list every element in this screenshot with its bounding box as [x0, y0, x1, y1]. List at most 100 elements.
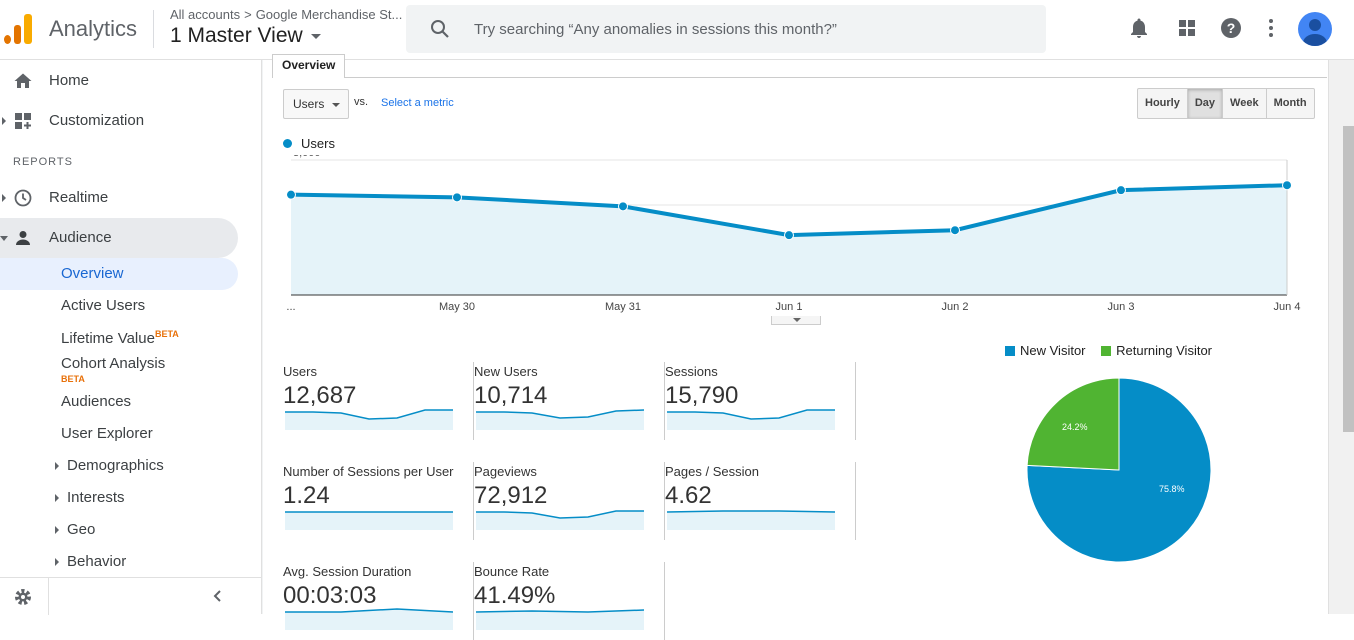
expand-arrow-icon[interactable]: [2, 194, 6, 202]
stat-value: 10,714: [474, 382, 548, 409]
legend-returning-visitor: Returning Visitor: [1116, 343, 1213, 358]
search-placeholder[interactable]: Try searching “Any anomalies in sessions…: [474, 21, 837, 38]
x-tick-label: Jun 2: [942, 301, 969, 313]
home-icon: [14, 73, 32, 88]
stat-new-users: New Users 10,714: [474, 362, 665, 440]
x-tick-label: May 31: [605, 301, 641, 313]
stat-avg-session-duration: Avg. Session Duration 00:03:03: [283, 562, 474, 640]
app-name: Analytics: [49, 16, 138, 41]
stat-sessions-per-user: Number of Sessions per User 1.24: [283, 462, 474, 540]
expand-arrow-icon[interactable]: [55, 526, 59, 534]
sidebar-item-geo[interactable]: Geo: [0, 514, 238, 546]
sidebar-item-cohort-analysis[interactable]: Cohort Analysis BETA: [0, 350, 238, 384]
granularity-hourly-button[interactable]: Hourly: [1138, 89, 1188, 118]
sidebar-item-lifetime-value[interactable]: Lifetime ValueBETA: [0, 322, 238, 354]
stat-users: Users 12,687: [283, 362, 474, 440]
chart-expander-icon[interactable]: [771, 316, 821, 325]
sidebar-item-customization[interactable]: Customization: [0, 101, 238, 141]
x-tick-label: Jun 1: [776, 301, 803, 313]
data-point[interactable]: [618, 201, 628, 212]
expand-arrow-icon[interactable]: [2, 117, 6, 125]
stat-label: Sessions: [665, 364, 718, 379]
stat-value: 4.62: [665, 482, 712, 509]
granularity-week-button[interactable]: Week: [1223, 89, 1267, 118]
clock-icon: [14, 189, 32, 207]
caret-down-icon[interactable]: [332, 103, 340, 107]
y-tick-label: 3,000: [293, 155, 321, 159]
search-icon: [431, 20, 449, 38]
legend-swatch-new-visitor: [1005, 346, 1015, 356]
pie-label-returning-visitor: 24.2%: [1062, 422, 1088, 432]
search-bar[interactable]: Try searching “Any anomalies in sessions…: [406, 5, 1046, 53]
stat-label: Number of Sessions per User: [283, 464, 454, 479]
top-header: Analytics All accounts > Google Merchandis…: [0, 0, 1354, 60]
sidebar-item-label: Audience: [49, 229, 112, 246]
data-point[interactable]: [950, 225, 960, 236]
main-content: Overview Users vs. Select a metric Hourl…: [262, 54, 1354, 640]
sparkline: [667, 409, 835, 430]
sidebar-item-behavior[interactable]: Behavior: [0, 546, 238, 578]
pie-slice-returning-visitor[interactable]: [1026, 377, 1120, 471]
expand-arrow-icon[interactable]: [55, 494, 59, 502]
view-name[interactable]: 1 Master View: [170, 24, 303, 47]
granularity-month-button[interactable]: Month: [1273, 97, 1307, 109]
analytics-logo-icon[interactable]: [4, 14, 32, 44]
sidebar-footer: [0, 577, 262, 615]
breadcrumb[interactable]: All accounts > Google Merchandise St...: [170, 7, 402, 22]
collapse-arrow-icon[interactable]: [0, 236, 8, 241]
stat-value: 41.49%: [474, 582, 556, 609]
sidebar-item-user-explorer[interactable]: User Explorer: [0, 418, 238, 450]
data-point[interactable]: [784, 230, 794, 241]
dashboard-grid-icon: [15, 113, 31, 129]
data-point[interactable]: [1282, 180, 1292, 191]
sidebar-item-active-users[interactable]: Active Users: [0, 290, 238, 322]
apps-grid-icon[interactable]: [1175, 16, 1199, 40]
sidebar-item-label: Lifetime ValueBETA: [61, 329, 179, 347]
more-vert-icon[interactable]: [1259, 16, 1283, 40]
expand-arrow-icon[interactable]: [55, 558, 59, 566]
stat-sessions: Sessions 15,790: [665, 362, 856, 440]
sidebar-item-demographics[interactable]: Demographics: [0, 450, 238, 482]
view-selector[interactable]: 1 Master View: [170, 24, 321, 48]
sidebar-item-audience[interactable]: Audience: [0, 218, 238, 258]
data-point[interactable]: [1116, 185, 1126, 196]
stat-label: Bounce Rate: [474, 564, 550, 579]
lifetime-value-label: Lifetime Value: [61, 330, 155, 347]
breadcrumb-separator: >: [244, 7, 252, 22]
sidebar: Home Customization REPORTS Realtime Audi…: [0, 60, 262, 615]
expand-arrow-icon[interactable]: [55, 462, 59, 470]
tab-overview[interactable]: Overview: [272, 54, 345, 78]
bell-icon[interactable]: [1127, 16, 1151, 40]
sparkline: [285, 409, 453, 430]
metric-select[interactable]: Users: [283, 89, 349, 119]
sidebar-item-home[interactable]: Home: [0, 61, 238, 101]
x-tick-label: Jun 3: [1108, 301, 1135, 313]
legend-dot-icon: [283, 139, 292, 148]
account-avatar-icon[interactable]: [1298, 12, 1332, 46]
help-icon[interactable]: ?: [1219, 16, 1243, 40]
pie-label-new-visitor: 75.8%: [1159, 484, 1185, 494]
sidebar-item-label: Home: [49, 72, 90, 89]
sidebar-item-realtime[interactable]: Realtime: [0, 178, 238, 218]
page-scrollbar[interactable]: [1328, 60, 1354, 614]
scrollbar-thumb[interactable]: [1343, 126, 1354, 432]
collapse-sidebar-chevron-icon[interactable]: [211, 589, 225, 603]
data-point[interactable]: [452, 192, 462, 203]
select-metric-link[interactable]: Select a metric: [381, 97, 454, 109]
sidebar-item-audiences[interactable]: Audiences: [0, 386, 238, 418]
sidebar-item-label: Geo: [67, 521, 96, 538]
settings-gear-icon[interactable]: [13, 587, 33, 607]
sidebar-item-label: Audiences: [61, 393, 132, 410]
sidebar-item-label: Cohort Analysis: [61, 355, 166, 372]
sidebar-item-label: Overview: [61, 265, 124, 282]
breadcrumb-account[interactable]: All accounts: [170, 7, 241, 22]
breadcrumb-property[interactable]: Google Merchandise St...: [255, 7, 403, 22]
sparkline: [476, 609, 644, 630]
caret-down-icon[interactable]: [310, 33, 321, 39]
metric-select-value[interactable]: Users: [293, 97, 325, 111]
data-point[interactable]: [286, 189, 296, 200]
header-divider: [153, 10, 154, 48]
sidebar-item-interests[interactable]: Interests: [0, 482, 238, 514]
granularity-day-button[interactable]: Day: [1187, 89, 1224, 118]
sidebar-item-overview[interactable]: Overview: [0, 258, 238, 290]
